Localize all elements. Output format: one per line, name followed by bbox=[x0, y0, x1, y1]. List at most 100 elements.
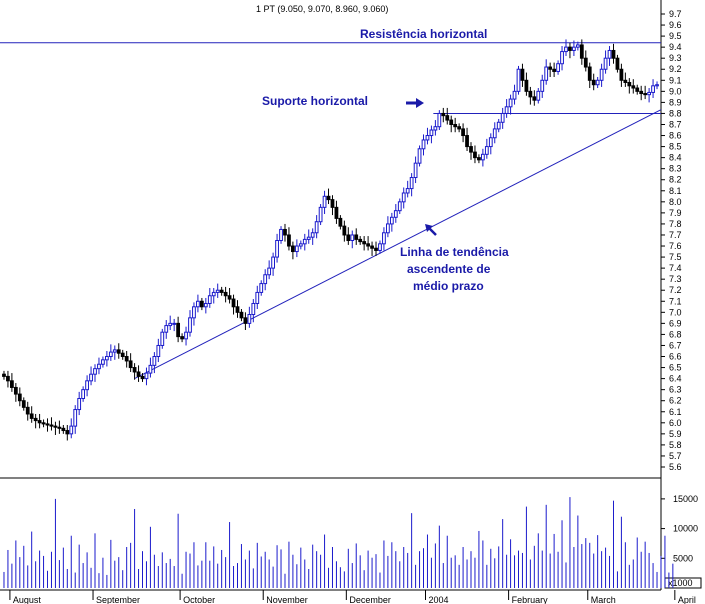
candle-body bbox=[310, 232, 315, 238]
candle bbox=[548, 62, 553, 77]
candle-body bbox=[354, 234, 359, 240]
candle-body bbox=[651, 85, 655, 93]
candle bbox=[81, 386, 86, 402]
price-tick-label: 6.1 bbox=[669, 407, 682, 417]
volume-tick-label: 10000 bbox=[673, 524, 698, 534]
candle bbox=[429, 125, 434, 144]
candle-body bbox=[568, 46, 572, 51]
candle-body bbox=[417, 148, 422, 164]
price-tick-label: 6.3 bbox=[669, 385, 682, 395]
candle-body bbox=[540, 79, 545, 92]
candle bbox=[512, 84, 517, 105]
candle-body bbox=[2, 373, 6, 377]
candle bbox=[69, 418, 74, 439]
candle bbox=[29, 406, 34, 423]
candle-body bbox=[583, 57, 588, 68]
support-arrow-icon bbox=[406, 98, 424, 108]
candle bbox=[536, 88, 541, 104]
trend-arrow-icon bbox=[425, 224, 437, 236]
candle bbox=[21, 397, 26, 411]
candle bbox=[148, 357, 153, 378]
candle bbox=[168, 315, 173, 330]
candle-body bbox=[389, 216, 394, 225]
price-tick-label: 9.2 bbox=[669, 64, 682, 74]
candle bbox=[108, 344, 113, 361]
month-label: February bbox=[512, 595, 549, 604]
candle bbox=[49, 417, 54, 431]
price-tick-label: 5.8 bbox=[669, 440, 682, 450]
candle-body bbox=[172, 322, 177, 325]
candle-body bbox=[120, 352, 125, 358]
candle bbox=[259, 280, 264, 296]
candle-body bbox=[639, 90, 644, 95]
candle bbox=[599, 63, 604, 87]
candle bbox=[603, 50, 608, 74]
candle-body bbox=[85, 380, 89, 391]
price-tick-label: 6.9 bbox=[669, 318, 682, 328]
candle-body bbox=[21, 400, 26, 408]
candle-body bbox=[239, 311, 244, 319]
candle bbox=[405, 180, 410, 198]
volume-tick-label: 5000 bbox=[673, 553, 693, 563]
candle-body bbox=[655, 84, 659, 87]
candle bbox=[362, 236, 367, 251]
price-tick-label: 7.5 bbox=[669, 252, 682, 262]
candle-body bbox=[358, 238, 363, 243]
candle-body bbox=[29, 413, 34, 419]
price-tick-label: 8.4 bbox=[669, 153, 682, 163]
candle bbox=[192, 302, 196, 326]
candle-body bbox=[619, 68, 624, 81]
candle-body bbox=[219, 289, 224, 293]
candle bbox=[397, 198, 402, 214]
price-tick-label: 7.4 bbox=[669, 263, 682, 273]
candle bbox=[449, 115, 454, 133]
candle bbox=[73, 405, 78, 434]
candle bbox=[211, 288, 216, 304]
price-tick-label: 9.0 bbox=[669, 86, 682, 96]
candle-body bbox=[587, 66, 592, 81]
candle-body bbox=[13, 386, 18, 395]
candle-body bbox=[65, 430, 70, 435]
price-tick-label: 5.9 bbox=[669, 429, 682, 439]
candle-body bbox=[314, 221, 319, 234]
candle bbox=[128, 353, 133, 372]
candle bbox=[13, 383, 18, 402]
candle-body bbox=[77, 397, 82, 411]
annotation-support: Suporte horizontal bbox=[262, 94, 368, 108]
candle bbox=[627, 78, 632, 94]
candle-body bbox=[484, 146, 489, 155]
candle-body bbox=[480, 153, 485, 161]
candle bbox=[45, 418, 50, 432]
candle-body bbox=[449, 119, 454, 125]
candle-body bbox=[386, 223, 390, 234]
candle bbox=[540, 74, 545, 98]
candle-body bbox=[374, 247, 378, 251]
price-tick-label: 8.2 bbox=[669, 175, 682, 185]
candle-body bbox=[116, 349, 121, 354]
candle bbox=[263, 269, 268, 291]
price-tick-label: 7.7 bbox=[669, 230, 682, 240]
candle-body bbox=[196, 300, 200, 308]
candle-body bbox=[603, 57, 608, 70]
candle bbox=[330, 195, 335, 216]
candle bbox=[358, 236, 363, 245]
candle bbox=[188, 310, 192, 337]
price-tick-label: 9.1 bbox=[669, 75, 682, 85]
candle bbox=[207, 288, 212, 308]
candle bbox=[294, 239, 299, 258]
candle bbox=[492, 122, 497, 144]
candle-body bbox=[231, 298, 236, 308]
trend-lines bbox=[0, 42, 662, 380]
candle bbox=[61, 425, 66, 434]
candle bbox=[255, 285, 260, 310]
candle-body bbox=[457, 126, 462, 130]
candle-body bbox=[429, 129, 434, 137]
price-panel bbox=[0, 0, 662, 591]
candle bbox=[37, 413, 42, 429]
candle-body bbox=[37, 420, 42, 424]
candle-body bbox=[488, 137, 493, 148]
price-tick-label: 6.6 bbox=[669, 352, 682, 362]
candle bbox=[579, 39, 584, 65]
month-label: December bbox=[349, 595, 391, 604]
candle bbox=[85, 375, 89, 397]
